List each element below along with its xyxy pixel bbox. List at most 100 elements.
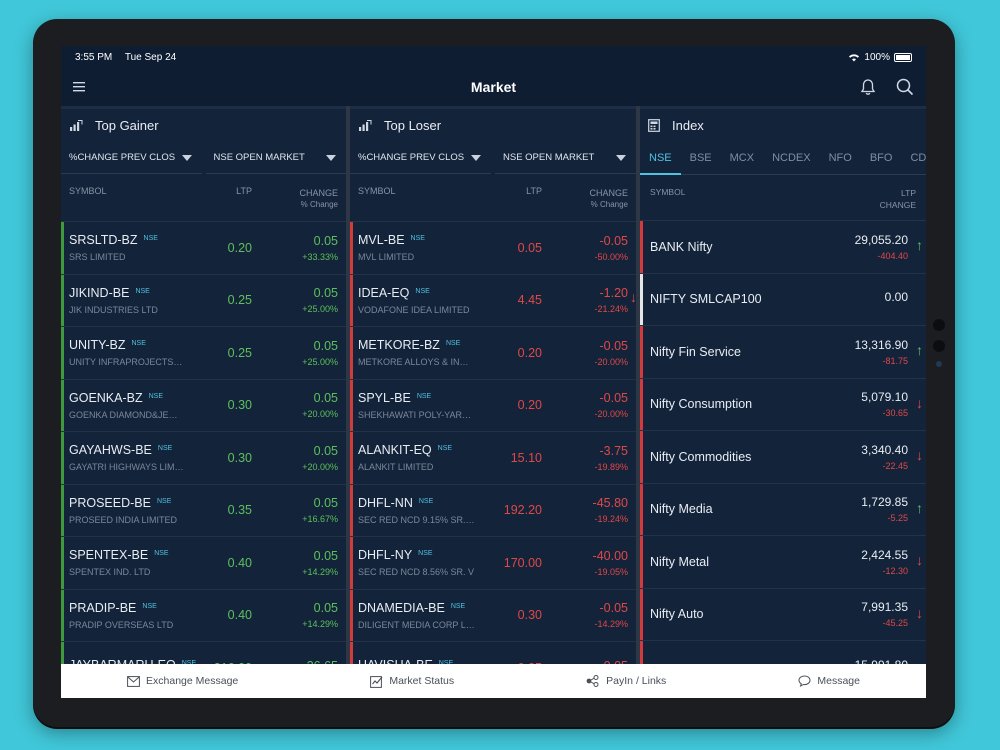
index-ltp: 2,424.55 [861, 547, 908, 562]
arrow-down-icon: ↓ [916, 604, 923, 621]
symbol-cell: ALANKIT-EQ NSE ALANKIT LIMITED [358, 443, 482, 472]
arrow-down-icon: ↓ [916, 394, 923, 411]
index-row[interactable]: Nifty Metal 2,424.55 -12.30 ↓ [640, 536, 926, 589]
symbol-cell: PROSEED-BE NSE PROSEED INDIA LIMITED [69, 496, 192, 525]
stock-row[interactable]: PROSEED-BE NSE PROSEED INDIA LIMITED 0.35… [61, 484, 346, 537]
index-row[interactable]: Nifty Fin Service 13,316.90 -81.75 ↑ [640, 326, 926, 379]
market-dropdown[interactable]: NSE OPEN MARKET [495, 142, 636, 174]
change-value: 0.05 [313, 496, 338, 511]
index-row[interactable]: Nifty Auto 7,991.35 -45.25 ↓ [640, 588, 926, 641]
change-percent: +14.29% [302, 619, 338, 630]
company-name: UNITY INFRAPROJECTS… [69, 357, 183, 368]
index-row[interactable]: Nifty Consumption 5,079.10 -30.65 ↓ [640, 378, 926, 431]
ltp-value: 0.20 [517, 398, 542, 413]
change-value: -45.80 [592, 496, 628, 511]
index-change: -30.65 [882, 408, 908, 419]
index-ltp: 13,316.90 [854, 337, 908, 352]
stock-row[interactable]: SPYL-BE NSE SHEKHAWATI POLY-YAR… 0.20 -0.… [350, 379, 636, 432]
tab-bfo[interactable]: BFO [869, 151, 893, 164]
index-row[interactable]: NIFTY SMLCAP100 0.00 [640, 273, 926, 326]
ltp-value: 0.20 [517, 345, 542, 360]
index-row[interactable]: BANK Nifty 29,055.20 -404.40 ↑ [640, 221, 926, 274]
caret-down-icon [181, 154, 192, 161]
tab-ncdex[interactable]: NCDEX [772, 151, 811, 164]
stock-row[interactable]: DNAMEDIA-BE NSE DILIGENT MEDIA CORP L… 0.… [350, 589, 636, 642]
stock-row[interactable]: PRADIP-BE NSE PRADIP OVERSEAS LTD 0.40 0.… [61, 589, 346, 642]
stock-row[interactable]: JIKIND-BE NSE JIK INDUSTRIES LTD 0.25 0.0… [61, 274, 346, 327]
tab-mcx[interactable]: MCX [729, 151, 755, 164]
tab-cds[interactable]: CDS [910, 151, 926, 164]
market-dropdown[interactable]: NSE OPEN MARKET [205, 142, 346, 174]
change-value: -0.05 [599, 391, 629, 406]
exchange-message-button[interactable]: Exchange Message [127, 675, 238, 687]
battery-percent: 100% [864, 51, 890, 63]
index-row[interactable]: Nifty Commodities 3,340.40 -22.45 ↓ [640, 431, 926, 484]
stock-row[interactable]: METKORE-BZ NSE METKORE ALLOYS & IN… 0.20 … [350, 327, 636, 380]
change-percent: +20.00% [302, 461, 338, 472]
stock-row[interactable]: DHFL-NY NSE SEC RED NCD 8.56% SR. V 170.0… [350, 537, 636, 590]
hamburger-menu-icon[interactable] [73, 81, 87, 93]
index-change: -81.75 [882, 355, 908, 366]
message-button[interactable]: Message [798, 675, 860, 687]
stock-row[interactable]: HAVISHA-BE NSE 0.35 -0.05 [350, 642, 636, 664]
stock-symbol: DHFL-NY [358, 548, 413, 563]
arrow-down-icon: ↓ [916, 447, 923, 463]
stock-row[interactable]: GAYAHWS-BE NSE GAYATRI HIGHWAYS LIM… 0.30… [61, 432, 346, 485]
stock-symbol: GOENKA-BZ [69, 390, 143, 405]
company-name: SRS LIMITED [69, 252, 126, 263]
tab-nfo[interactable]: NFO [828, 151, 852, 164]
bell-icon[interactable] [860, 78, 876, 96]
index-change: -45.25 [882, 618, 908, 629]
market-panels: Top Gainer %CHANGE PREV CLOS NSE OPEN MA… [61, 106, 926, 664]
company-name: VODAFONE IDEA LIMITED [358, 304, 470, 315]
stock-symbol: SPYL-BE [358, 390, 411, 405]
change-percent: -21.24% [594, 304, 628, 315]
search-icon[interactable] [896, 78, 914, 96]
stock-symbol: MVL-BE [358, 233, 405, 248]
calculator-icon [648, 119, 660, 132]
battery-icon [894, 52, 912, 62]
stock-row[interactable]: MVL-BE NSE MVL LIMITED 0.05 -0.05 -50.00% [350, 222, 636, 275]
sort-dropdown[interactable]: %CHANGE PREV CLOS [350, 142, 491, 174]
caret-down-icon [616, 154, 626, 161]
sort-dropdown[interactable]: %CHANGE PREV CLOS [61, 142, 202, 174]
symbol-cell: SPYL-BE NSE SHEKHAWATI POLY-YAR… [358, 391, 482, 420]
change-value: -0.05 [599, 338, 629, 353]
stock-row[interactable]: SPENTEX-BE NSE SPENTEX IND. LTD 0.40 0.05… [61, 537, 346, 590]
exchange-badge: NSE [135, 287, 150, 295]
ltp-value: 0.25 [227, 293, 252, 308]
stock-symbol: PROSEED-BE [69, 495, 151, 510]
change-value: -3.75 [599, 443, 629, 458]
arrow-down-icon: ↓ [916, 552, 923, 568]
change-percent: +20.00% [302, 409, 338, 420]
exchange-badge: NSE [437, 445, 453, 453]
symbol-cell: DHFL-NY NSE SEC RED NCD 8.56% SR. V [358, 548, 482, 577]
stock-row[interactable]: DHFL-NN NSE SEC RED NCD 9.15% SR.… 192.20… [350, 484, 636, 537]
company-name: JIK INDUSTRIES LTD [69, 304, 158, 315]
header-change: CHANGE [879, 200, 916, 210]
index-row[interactable]: Nifty Media 1,729.85 -5.25 ↑ [640, 483, 926, 536]
tab-bse[interactable]: BSE [689, 151, 712, 164]
index-change: -5.25 [887, 513, 908, 524]
chart-edit-icon [370, 675, 383, 688]
column-header: SYMBOL LTP CHANGE % Change [61, 174, 346, 222]
ltp-value: 0.35 [227, 503, 252, 518]
index-change: -404.40 [877, 250, 908, 261]
index-name: Nifty Fin Service [650, 344, 741, 359]
ltp-value: 0.25 [227, 345, 252, 360]
company-name: MVL LIMITED [358, 252, 415, 263]
exchange-badge: NSE [410, 235, 425, 243]
stock-row[interactable]: GOENKA-BZ NSE GOENKA DIAMOND&JE… 0.30 0.0… [61, 379, 346, 432]
stock-row[interactable]: SRSLTD-BZ NSE SRS LIMITED 0.20 0.05 +33.3… [61, 222, 346, 275]
exchange-badge: NSE [142, 602, 157, 610]
stock-row[interactable]: UNITY-BZ NSE UNITY INFRAPROJECTS… 0.25 0.… [61, 327, 346, 380]
stock-row[interactable]: ALANKIT-EQ NSE ALANKIT LIMITED 15.10 -3.7… [350, 432, 636, 485]
payin-links-button[interactable]: PayIn / Links [586, 675, 666, 687]
stock-row[interactable]: IDEA-EQ NSE VODAFONE IDEA LIMITED 4.45 -1… [350, 274, 636, 327]
tab-nse[interactable]: NSE [640, 142, 681, 175]
stock-row[interactable]: JAYBARMARU-EQ NSE 216.00 36.65 [61, 642, 346, 664]
index-name: Nifty Metal [650, 554, 710, 569]
index-row[interactable]: 15,991.80 [640, 641, 926, 664]
market-status-button[interactable]: Market Status [370, 675, 454, 688]
stock-symbol: IDEA-EQ [358, 285, 410, 300]
